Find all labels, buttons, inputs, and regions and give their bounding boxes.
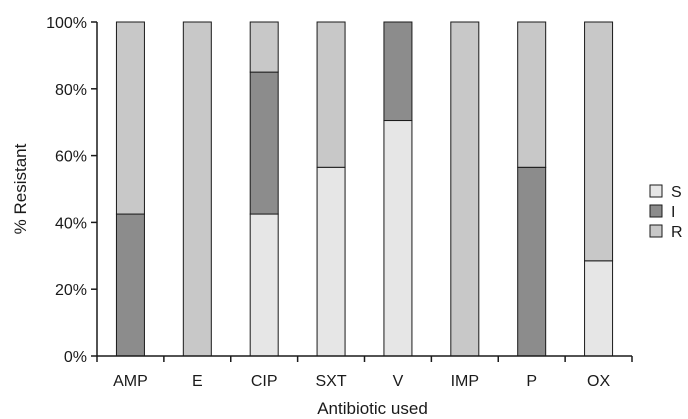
y-tick-label: 0%	[64, 349, 87, 366]
legend-label: R	[671, 224, 683, 241]
bar-segment	[115, 213, 145, 357]
legend-swatch	[649, 204, 663, 218]
bar-segment	[383, 120, 413, 357]
y-tick-label: 40%	[55, 215, 87, 232]
x-tick-label: SXT	[316, 373, 347, 390]
legend: SIR	[649, 184, 683, 241]
y-tick-label: 60%	[55, 149, 87, 166]
bar-segment	[249, 71, 279, 215]
y-ticks-group: 0% 20% 40% 60% 80% 100%	[46, 15, 97, 366]
x-tick-label: E	[192, 373, 203, 390]
x-tick-label: OX	[587, 373, 610, 390]
x-tick-label: V	[393, 373, 404, 390]
y-axis-title: % Resistant	[11, 143, 30, 234]
x-tick-label: P	[526, 373, 537, 390]
axes-group	[96, 22, 632, 357]
bar-segment	[584, 260, 614, 357]
legend-swatch	[649, 224, 663, 238]
legend-swatch	[649, 184, 663, 198]
x-ticks-group: AMP E CIP SXT V IMP P OX	[96, 356, 633, 390]
y-tick-label: 80%	[55, 82, 87, 99]
bar-segment	[517, 166, 547, 357]
y-tick-label: 100%	[46, 15, 87, 32]
bar-segment	[249, 213, 279, 357]
x-tick-label: CIP	[251, 373, 278, 390]
x-tick-label: IMP	[451, 373, 479, 390]
bar-segment	[316, 21, 346, 168]
bar-segment	[316, 166, 346, 357]
x-axis-title: Antibiotic used	[317, 399, 428, 418]
legend-label: I	[671, 204, 675, 221]
bar-segment	[584, 21, 614, 262]
bar-segment	[182, 21, 212, 357]
legend-label: S	[671, 184, 682, 201]
bar-segment	[517, 21, 547, 168]
bars-group	[115, 21, 614, 357]
bar-segment	[383, 21, 413, 122]
bar-segment	[450, 21, 480, 357]
x-tick-label: AMP	[113, 373, 148, 390]
y-tick-label: 20%	[55, 282, 87, 299]
bar-segment	[115, 21, 145, 215]
bar-segment	[249, 21, 279, 73]
